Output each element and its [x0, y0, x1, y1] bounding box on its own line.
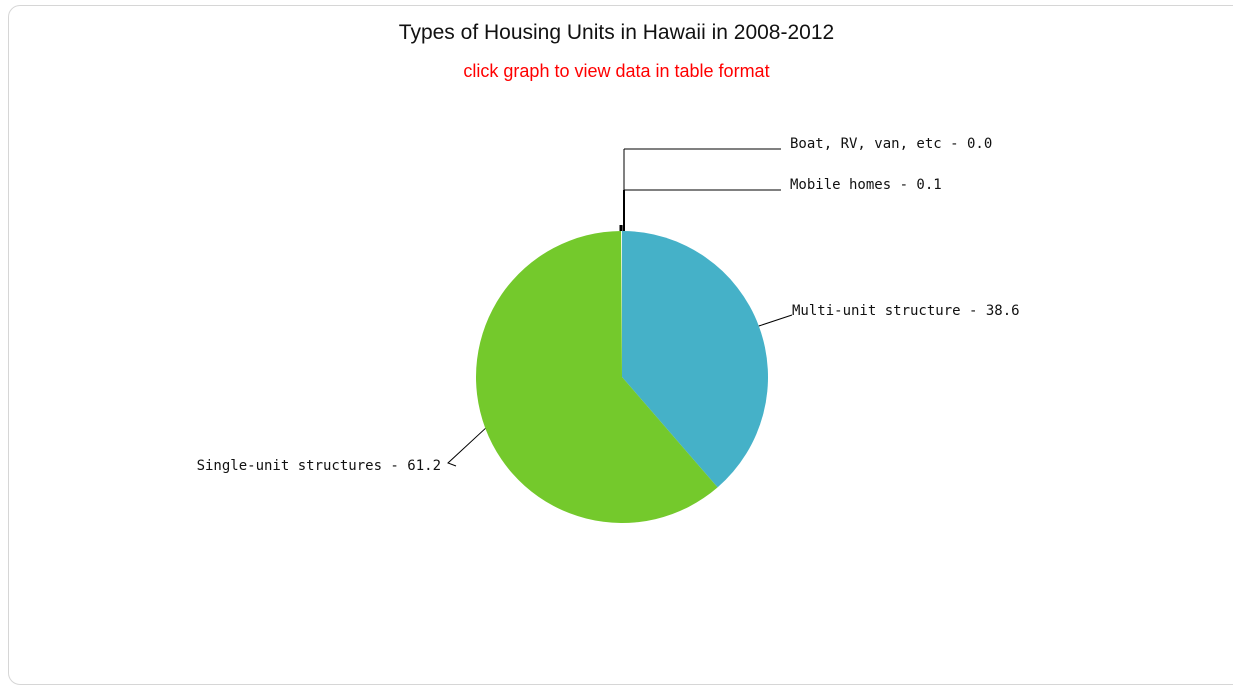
- label-single-unit: Single-unit structures - 61.2: [197, 458, 441, 474]
- label-mobile-homes: Mobile homes - 0.1: [790, 177, 942, 193]
- pie-chart[interactable]: Multi-unit structure - 38.6 Single-unit s…: [0, 0, 1233, 669]
- pie-slices: [476, 225, 768, 523]
- label-multi-unit: Multi-unit structure - 38.6: [792, 303, 1020, 319]
- label-boat-rv-van: Boat, RV, van, etc - 0.0: [790, 136, 992, 152]
- leader-multi-unit: [759, 315, 792, 326]
- leader-single-unit: [448, 428, 485, 466]
